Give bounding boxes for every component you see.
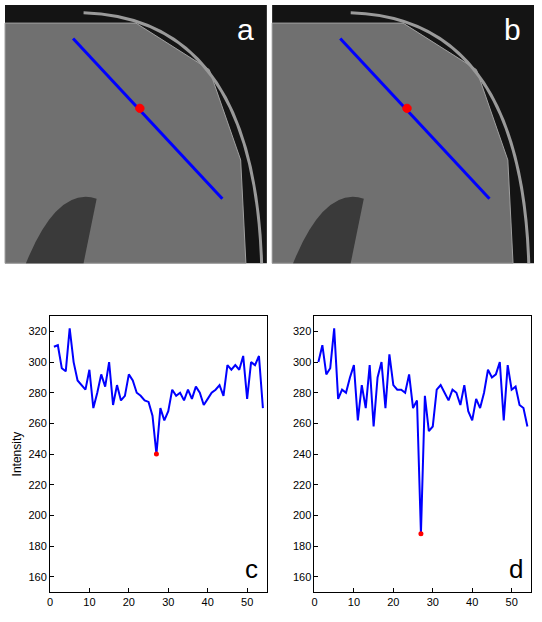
svg-text:280: 280 (293, 387, 311, 399)
svg-text:300: 300 (28, 356, 46, 368)
svg-text:240: 240 (293, 448, 311, 460)
svg-text:320: 320 (28, 325, 46, 337)
svg-text:b: b (504, 13, 521, 46)
svg-text:10: 10 (348, 596, 360, 608)
svg-text:40: 40 (202, 596, 214, 608)
svg-text:20: 20 (387, 596, 399, 608)
svg-text:0: 0 (47, 596, 53, 608)
svg-text:320: 320 (293, 325, 311, 337)
svg-text:240: 240 (28, 448, 46, 460)
svg-text:40: 40 (466, 596, 478, 608)
svg-text:180: 180 (293, 540, 311, 552)
svg-text:50: 50 (506, 596, 518, 608)
svg-text:200: 200 (28, 509, 46, 521)
svg-text:d: d (509, 554, 523, 584)
svg-text:260: 260 (28, 417, 46, 429)
svg-text:200: 200 (293, 509, 311, 521)
svg-text:30: 30 (162, 596, 174, 608)
svg-text:160: 160 (293, 571, 311, 583)
svg-text:220: 220 (28, 479, 46, 491)
svg-text:280: 280 (28, 387, 46, 399)
svg-text:220: 220 (293, 479, 311, 491)
svg-text:Intensity: Intensity (10, 432, 24, 477)
svg-text:260: 260 (293, 417, 311, 429)
svg-text:180: 180 (28, 540, 46, 552)
svg-text:c: c (245, 554, 258, 584)
svg-text:20: 20 (123, 596, 135, 608)
svg-text:a: a (237, 13, 254, 46)
svg-text:300: 300 (293, 356, 311, 368)
svg-text:30: 30 (427, 596, 439, 608)
svg-text:50: 50 (241, 596, 253, 608)
svg-text:10: 10 (83, 596, 95, 608)
svg-text:160: 160 (28, 571, 46, 583)
svg-text:0: 0 (311, 596, 317, 608)
